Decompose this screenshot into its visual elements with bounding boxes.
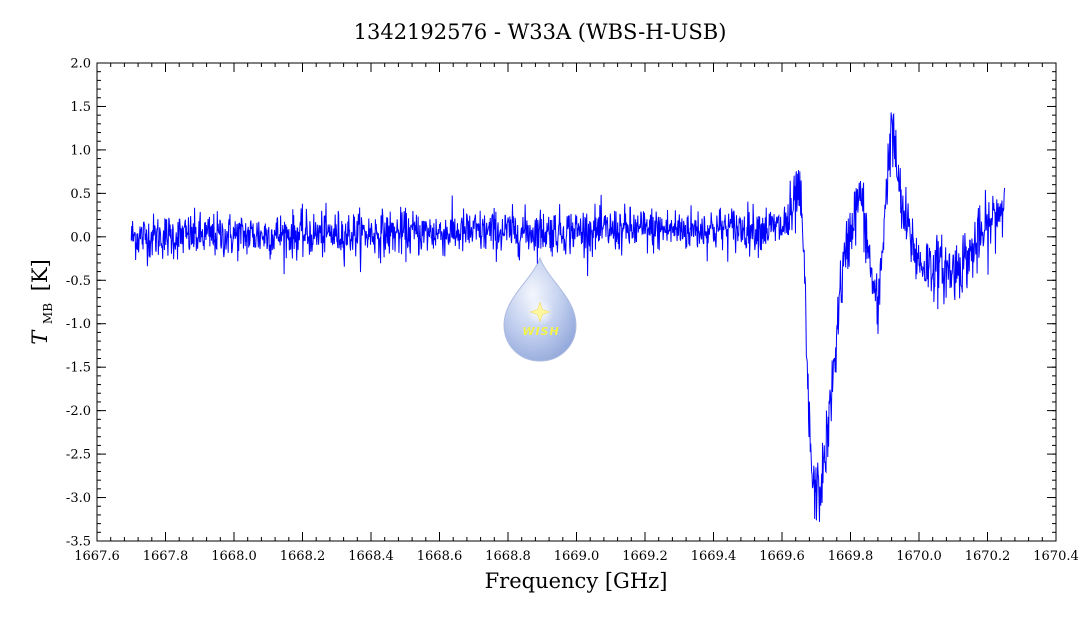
y-tick-label: 0.5	[70, 187, 91, 202]
x-tick-label: 1669.8	[828, 549, 874, 564]
x-tick-label: 1668.8	[485, 549, 531, 564]
x-axis: 1667.6 1667.8 1668.0 1668.2 1668.4 1668.6 1668…	[74, 63, 1079, 564]
y-tick-label: -3.0	[66, 491, 91, 506]
y-tick-label: -1.5	[66, 361, 91, 376]
x-tick-label: 1669.4	[691, 549, 737, 564]
y-tick-label: 2.0	[70, 57, 91, 72]
y-tick-label: 0.0	[70, 230, 91, 245]
y-axis-label-subscript: MB	[41, 303, 55, 324]
x-tick-label: 1667.8	[143, 549, 189, 564]
logo-text: WISH	[522, 325, 559, 338]
y-axis-label-group: T MB [K]	[28, 259, 57, 345]
y-tick-label: -2.0	[66, 404, 91, 419]
x-tick-label: 1668.0	[211, 549, 257, 564]
plot-area	[96, 62, 1057, 542]
x-axis-label: Frequency [GHz]	[485, 569, 668, 593]
wish-logo: WISH	[503, 256, 577, 362]
x-tick-label: 1668.6	[417, 549, 463, 564]
svg-text:T MB [K]: T MB [K]	[28, 259, 57, 345]
x-tick-label: 1670.4	[1033, 549, 1079, 564]
y-tick-label: -2.5	[66, 448, 91, 463]
x-tick-label: 1669.2	[622, 549, 668, 564]
x-tick-label: 1667.6	[74, 549, 120, 564]
y-tick-label: 1.0	[70, 143, 91, 158]
y-axis-label-unit: [K]	[28, 259, 52, 291]
x-tick-label: 1669.0	[554, 549, 600, 564]
x-tick-label: 1668.2	[280, 549, 326, 564]
spectrum-series	[130, 112, 1006, 522]
y-axis-label: T	[28, 329, 52, 345]
y-tick-label: 1.5	[70, 100, 91, 115]
chart-title: 1342192576 - W33A (WBS-H-USB)	[354, 20, 727, 44]
x-tick-label: 1668.4	[348, 549, 394, 564]
star-icon	[529, 301, 551, 323]
y-tick-label: -3.5	[66, 535, 91, 550]
x-tick-label: 1669.6	[759, 549, 805, 564]
spectrum-line	[130, 112, 1006, 522]
x-tick-label: 1670.2	[965, 549, 1011, 564]
x-tick-label: 1670.0	[896, 549, 942, 564]
y-axis: -3.5 -3.0 -2.5 -2.0 -1.5 -1.0 -0.5 0.0 0.5 1.0 1.5…	[66, 57, 1056, 550]
y-tick-label: -1.0	[66, 317, 91, 332]
y-tick-label: -0.5	[66, 274, 91, 289]
